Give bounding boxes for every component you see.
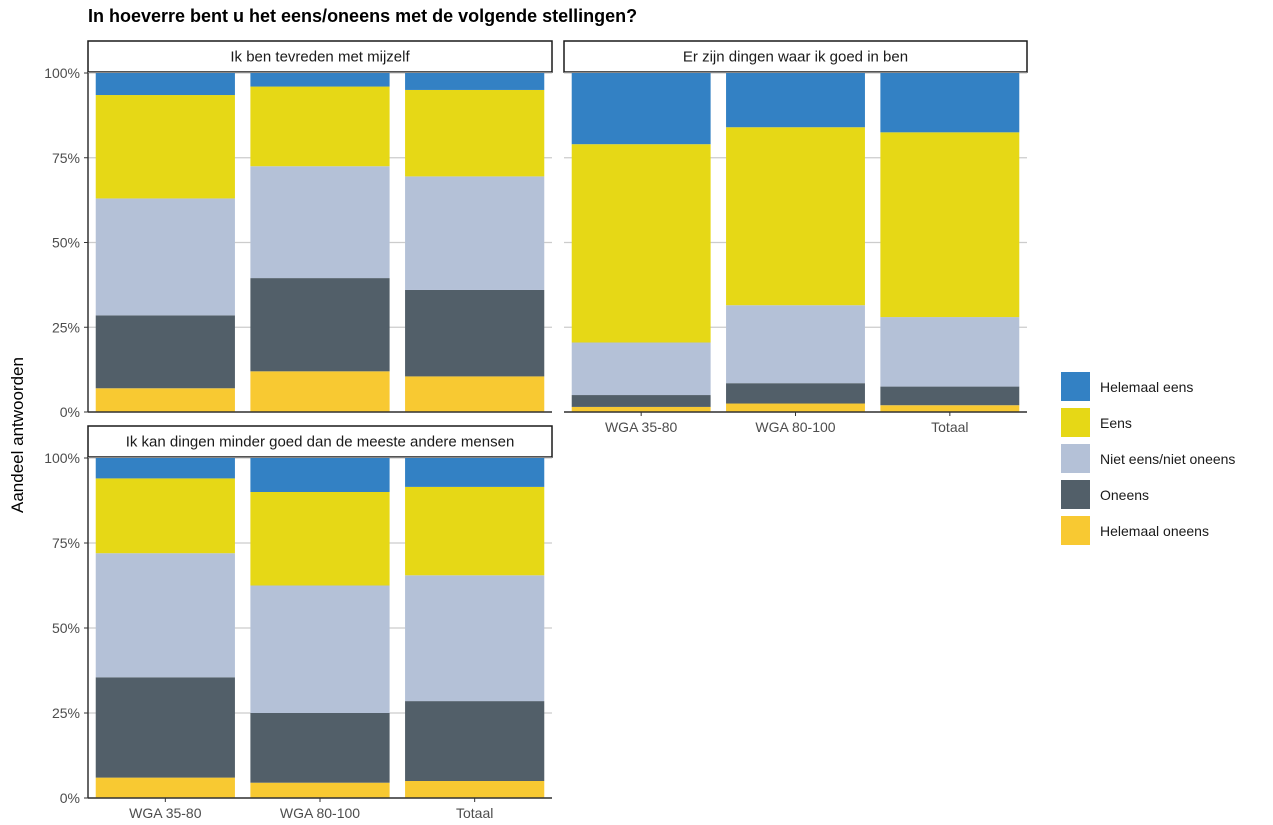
legend-label: Eens xyxy=(1100,415,1132,431)
bar-segment xyxy=(880,73,1020,133)
bar-segment xyxy=(571,73,711,145)
legend-label: Helemaal eens xyxy=(1100,379,1193,395)
bar-segment xyxy=(250,371,390,412)
bar-segment xyxy=(250,86,390,167)
legend-label: Niet eens/niet oneens xyxy=(1100,451,1235,467)
y-tick-label: 100% xyxy=(44,450,80,466)
legend-swatch xyxy=(1061,372,1090,401)
facet-strip xyxy=(87,40,553,73)
y-tick-label: 75% xyxy=(52,535,80,551)
bar-segment xyxy=(95,315,235,389)
bar-segment xyxy=(571,144,711,343)
bar-segment xyxy=(250,492,390,586)
legend-item: Niet eens/niet oneens xyxy=(1061,444,1235,473)
y-tick-label: 100% xyxy=(44,65,80,81)
legend-item: Helemaal oneens xyxy=(1061,516,1209,545)
bar-segment xyxy=(250,713,390,783)
bar-segment xyxy=(405,575,545,702)
bar-segment xyxy=(571,395,711,407)
legend-swatch xyxy=(1061,480,1090,509)
y-tick-label: 0% xyxy=(60,790,80,806)
bar-segment xyxy=(880,405,1020,412)
y-tick-label: 75% xyxy=(52,150,80,166)
bar-segment xyxy=(405,701,545,781)
y-tick-label: 25% xyxy=(52,705,80,721)
bar-segment xyxy=(726,127,865,306)
bar-segment xyxy=(95,198,235,316)
bar-segment xyxy=(405,458,545,487)
bar-segment xyxy=(250,73,390,87)
facet-title: Er zijn dingen waar ik goed in ben xyxy=(683,49,908,66)
bar-segment xyxy=(571,342,711,396)
bar-segment xyxy=(405,289,545,377)
bar-segment xyxy=(95,73,235,96)
legend-swatch xyxy=(1061,444,1090,473)
bar-segment xyxy=(405,486,545,576)
bar-segment xyxy=(880,132,1020,318)
bar-segment xyxy=(250,458,390,492)
bar-segment xyxy=(250,278,390,372)
bar-segment xyxy=(250,585,390,713)
bar-segment xyxy=(405,176,545,290)
legend-label: Oneens xyxy=(1100,487,1149,503)
bar-segment xyxy=(95,95,235,199)
x-tick-label: WGA 80-100 xyxy=(755,419,835,435)
y-tick-label: 50% xyxy=(52,235,80,251)
y-axis-label: Aandeel antwoorden xyxy=(8,357,27,513)
bar-segment xyxy=(95,553,235,678)
bar-segment xyxy=(405,376,545,412)
bar-segment xyxy=(726,73,865,128)
bar-segment xyxy=(250,166,390,279)
facet-title: Ik ben tevreden met mijzelf xyxy=(230,49,410,66)
bar-segment xyxy=(726,403,865,412)
legend: Helemaal eens Eens Niet eens/niet oneens On… xyxy=(1061,372,1235,545)
bar-segment xyxy=(95,458,235,479)
facet-strip xyxy=(87,425,553,458)
legend-item: Oneens xyxy=(1061,480,1149,509)
facet-panel: Ik ben tevreden met mijzelf 0% 25% 50% 75% 10… xyxy=(44,40,553,420)
x-tick-label: WGA 80-100 xyxy=(280,805,360,821)
bar-segment xyxy=(95,677,235,778)
legend-item: Eens xyxy=(1061,408,1132,437)
x-tick-label: WGA 35-80 xyxy=(605,419,678,435)
bar-segment xyxy=(405,89,545,177)
facet-title: Ik kan dingen minder goed dan de meeste … xyxy=(126,434,515,451)
x-tick-label: Totaal xyxy=(456,805,493,821)
y-tick-label: 25% xyxy=(52,319,80,335)
bar-segment xyxy=(95,777,235,798)
facet-panels: Ik ben tevreden met mijzelf 0% 25% 50% 75% 10… xyxy=(44,40,1028,821)
legend-item: Helemaal eens xyxy=(1061,372,1193,401)
y-tick-label: 0% xyxy=(60,404,80,420)
facet-panel: Er zijn dingen waar ik goed in ben WGA 35… xyxy=(563,40,1028,435)
x-tick-label: Totaal xyxy=(931,419,968,435)
bar-segment xyxy=(726,305,865,384)
bar-segment xyxy=(726,383,865,404)
y-tick-label: 50% xyxy=(52,620,80,636)
bar-segment xyxy=(95,388,235,412)
x-tick-label: WGA 35-80 xyxy=(129,805,202,821)
bar-segment xyxy=(95,478,235,554)
legend-swatch xyxy=(1061,516,1090,545)
facet-panel: Ik kan dingen minder goed dan de meeste … xyxy=(44,425,553,821)
bar-segment xyxy=(405,781,545,798)
legend-swatch xyxy=(1061,408,1090,437)
bar-segment xyxy=(250,782,390,798)
bar-segment xyxy=(880,386,1020,406)
legend-label: Helemaal oneens xyxy=(1100,523,1209,539)
facet-strip xyxy=(563,40,1028,73)
bar-segment xyxy=(571,406,711,412)
bar-segment xyxy=(405,73,545,90)
chart-title: In hoeverre bent u het eens/oneens met d… xyxy=(88,6,637,26)
bar-segment xyxy=(880,317,1020,387)
